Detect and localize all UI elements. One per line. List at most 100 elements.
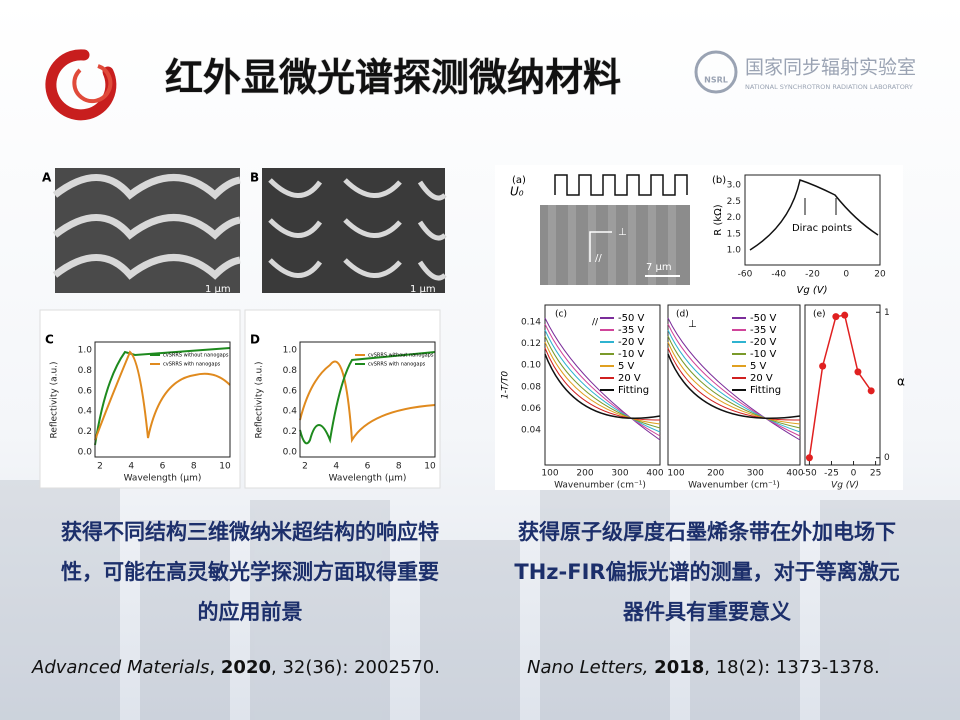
- spectrum: [667, 353, 801, 420]
- y-tick-label: 0.10: [521, 361, 541, 371]
- institute-cn: 国家同步辐射实验室: [745, 57, 916, 79]
- y-tick-label: 1.5: [727, 229, 741, 239]
- y-tick-label: 0.4: [283, 407, 298, 417]
- panel-label: (d): [676, 310, 689, 320]
- legend-label: Fitting: [618, 385, 649, 396]
- x-tick-label: 2: [302, 462, 308, 472]
- x-tick-label: 0: [851, 469, 857, 479]
- axis-label: Reflectivity (a.u.): [255, 361, 265, 438]
- y-tick-label: 0.0: [283, 448, 298, 458]
- y-tick-label: 2.5: [727, 197, 741, 207]
- curve: [94, 350, 231, 441]
- panel-frame: [244, 309, 441, 489]
- parallel-label: //: [595, 253, 602, 264]
- y-tick-label: 1.0: [283, 346, 298, 356]
- axis-label: Wavelength (μm): [124, 474, 202, 484]
- y-tick-label: 1.0: [78, 346, 93, 356]
- right-figure: (a) U₀ ⊥ // 7 μm (b) R (kΩ) Vg (V) Dirac…: [495, 165, 905, 491]
- polarization: //: [592, 318, 599, 328]
- arrows: [589, 231, 612, 262]
- y-tick-label: 3.0: [727, 181, 742, 191]
- x-tick-label: 0: [843, 270, 849, 280]
- citation: Nano Letters, 2018, 18(2): 1373-1378.: [527, 657, 880, 678]
- spectrum: [667, 335, 801, 429]
- spectrum: [667, 323, 801, 437]
- institute-en: NATIONAL SYNCHROTRON RADIATION LABORATOR…: [745, 83, 913, 91]
- legend-label: 20 V: [750, 373, 773, 384]
- city-backdrop: [0, 480, 960, 720]
- spectrum: [667, 329, 801, 433]
- x-tick-label: 300: [611, 469, 628, 479]
- plot-frame: [667, 304, 801, 466]
- axis-label: α: [897, 375, 905, 389]
- x-tick-label: 4: [333, 462, 339, 472]
- panel-label: D: [250, 333, 260, 347]
- y-tick-label: 0.4: [78, 407, 93, 417]
- panel-label: A: [42, 171, 52, 185]
- plot-frame: [744, 174, 881, 266]
- y-tick-label: 1: [884, 308, 890, 318]
- legend-label: -35 V: [618, 325, 645, 336]
- x-tick-label: 100: [541, 469, 558, 479]
- axis-label: Vg (V): [796, 285, 827, 296]
- spectrum: [544, 353, 661, 420]
- plot-frame: [544, 304, 661, 466]
- x-tick-label: 300: [747, 469, 764, 479]
- point: [805, 454, 813, 462]
- legend-label: cvSRRS with nanogaps: [368, 362, 426, 368]
- panel-label: C: [45, 333, 54, 347]
- logo-text: NSRL: [704, 76, 728, 85]
- y-tick-label: 0.2: [283, 427, 297, 437]
- axis-label: R (kΩ): [713, 204, 724, 235]
- x-tick-label: 2: [97, 462, 103, 472]
- axis-label: Reflectivity (a.u.): [50, 361, 60, 438]
- panel-frame: [39, 309, 241, 489]
- x-tick-label: 10: [219, 462, 231, 472]
- legend-label: 20 V: [618, 373, 641, 384]
- spectrum: [544, 329, 661, 433]
- caption-line: 获得原子级厚度石墨烯条带在外加电场下: [518, 520, 896, 544]
- legend-label: 5 V: [618, 361, 635, 372]
- point: [819, 362, 827, 370]
- spectrum: [667, 341, 801, 425]
- legend-label: 5 V: [750, 361, 767, 372]
- legend-label: cvSRRS with nanogaps: [163, 362, 221, 368]
- x-tick-label: 200: [576, 469, 593, 479]
- panel-label: (e): [813, 310, 826, 320]
- spectra: [544, 317, 801, 441]
- y-tick-label: 0.8: [78, 366, 93, 376]
- legend-label: -50 V: [750, 313, 777, 324]
- x-tick-label: 100: [667, 469, 684, 479]
- caption-line: THz-FIR偏振光谱的测量，对于等离激元: [514, 560, 899, 584]
- scale-bar: 7 μm: [646, 262, 672, 273]
- legend-label: -10 V: [618, 349, 645, 360]
- x-tick-label: 4: [128, 462, 134, 472]
- caption-line: 获得不同结构三维微纳米超结构的响应特: [61, 520, 439, 544]
- x-tick-label: 25: [870, 469, 881, 479]
- curve: [299, 351, 436, 445]
- x-tick-label: -40: [771, 270, 786, 280]
- perp-label: ⊥: [618, 227, 627, 238]
- y-tick-label: 0.6: [78, 386, 93, 396]
- legend-label: cvSRRS without nanogaps: [368, 353, 434, 359]
- point: [841, 311, 849, 319]
- caption-line: 性，可能在高灵敏光学探测方面取得重要: [61, 560, 439, 584]
- polarization: ⊥: [688, 319, 697, 330]
- x-tick-label: 400: [786, 469, 803, 479]
- arrows: [804, 198, 837, 215]
- y-tick-label: 0.08: [521, 382, 541, 392]
- caption-line: 器件具有重要意义: [622, 600, 791, 624]
- panel-label: (c): [555, 310, 567, 320]
- journal: Nano Letters,: [527, 657, 648, 678]
- citation: Advanced Materials, 2020, 32(36): 200257…: [31, 657, 440, 678]
- detail: , 32(36): 2002570.: [271, 657, 440, 678]
- spectrum: [544, 317, 661, 441]
- x-tick-label: -20: [805, 270, 820, 280]
- x-tick-label: -60: [738, 270, 753, 280]
- scale-bar: 1 μm: [410, 284, 436, 295]
- caption-line: 的应用前景: [198, 600, 303, 624]
- left-figure: A B 1 μm 1 μm C D: [39, 168, 447, 489]
- curve: [94, 347, 231, 446]
- axis-label: Wavelength (μm): [329, 474, 407, 484]
- y-tick-label: 0.0: [78, 448, 93, 458]
